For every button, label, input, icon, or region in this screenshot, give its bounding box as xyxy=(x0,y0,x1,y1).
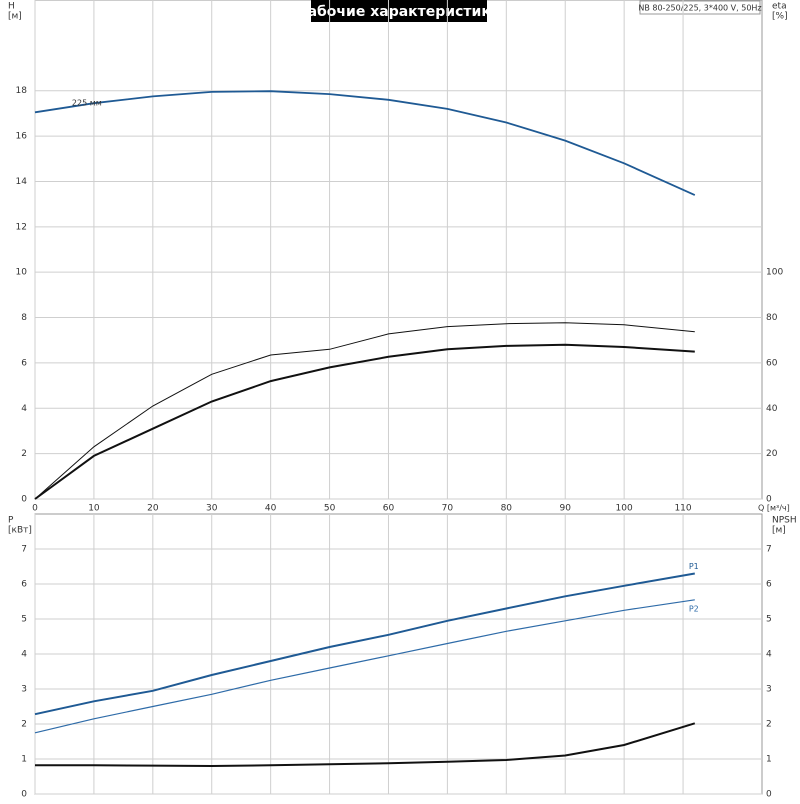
y-tick-label: 5 xyxy=(21,615,27,625)
x-tick-label: 30 xyxy=(206,504,218,514)
y2-tick-label: 0 xyxy=(766,495,772,505)
x-tick-label: 60 xyxy=(383,504,395,514)
chart-title: Рабочие характеристики xyxy=(297,4,500,20)
x-tick-label: 20 xyxy=(147,504,159,514)
y-tick-label: 0 xyxy=(21,790,27,800)
y2-axis-label: [м] xyxy=(772,526,786,536)
y-tick-label: 8 xyxy=(21,313,27,323)
y2-tick-label: 7 xyxy=(766,545,772,555)
y-tick-label: 0 xyxy=(21,495,27,505)
y-tick-label: 18 xyxy=(16,86,28,96)
y-tick-label: 4 xyxy=(21,404,27,414)
y2-tick-label: 60 xyxy=(766,358,778,368)
y-tick-label: 2 xyxy=(21,449,27,459)
y2-tick-label: 4 xyxy=(766,650,772,660)
series-line xyxy=(34,572,695,716)
y-tick-label: 12 xyxy=(16,222,27,232)
y2-tick-label: 100 xyxy=(766,268,783,278)
y2-tick-label: 40 xyxy=(766,404,778,414)
series-line xyxy=(34,322,695,500)
x-tick-label: 70 xyxy=(442,504,454,514)
y-tick-label: 10 xyxy=(16,268,28,278)
x-tick-label: 0 xyxy=(32,504,38,514)
y-tick-label: 14 xyxy=(16,177,28,187)
y-axis-label: H xyxy=(8,2,15,12)
series-line xyxy=(35,722,696,768)
y-tick-label: 7 xyxy=(21,545,27,555)
x-tick-label: 80 xyxy=(501,504,513,514)
y2-tick-label: 6 xyxy=(766,580,772,590)
y-tick-label: 2 xyxy=(21,720,27,730)
x-tick-label: 40 xyxy=(265,504,277,514)
x-tick-label: 110 xyxy=(674,504,691,514)
info-box xyxy=(639,0,761,15)
y-tick-label: 6 xyxy=(21,358,27,368)
y2-axis-label: [%] xyxy=(772,12,788,22)
series-label: 225 мм xyxy=(72,99,102,108)
x-tick-label: 100 xyxy=(616,504,633,514)
y-axis-label: [м] xyxy=(8,12,22,22)
y2-tick-label: 2 xyxy=(766,720,772,730)
chart-subtitle: NB 80-250/225, 3*400 V, 50Hz xyxy=(638,4,761,13)
x-tick-label: 50 xyxy=(324,504,336,514)
y-tick-label: 3 xyxy=(21,685,27,695)
y2-tick-label: 20 xyxy=(766,449,778,459)
y2-tick-label: 1 xyxy=(766,755,772,765)
x-axis-label: Q [м³/ч] xyxy=(758,504,790,513)
x-tick-label: 10 xyxy=(88,504,100,514)
y2-axis-label: eta xyxy=(772,2,787,12)
y-tick-label: 16 xyxy=(16,132,28,142)
y-tick-label: 4 xyxy=(21,650,27,660)
y2-tick-label: 3 xyxy=(766,685,772,695)
series-line xyxy=(34,90,696,196)
y2-tick-label: 0 xyxy=(766,790,772,800)
plot-frame xyxy=(34,0,763,500)
y2-tick-label: 5 xyxy=(766,615,772,625)
series-label: P1 xyxy=(689,562,699,571)
x-tick-label: 90 xyxy=(560,504,572,514)
y-axis-label: P xyxy=(8,516,14,526)
title-box xyxy=(311,0,487,22)
y-axis-label: [кВт] xyxy=(8,526,32,536)
y2-axis-label: NPSH xyxy=(772,516,797,526)
series-label: P2 xyxy=(689,604,699,613)
y2-tick-label: 80 xyxy=(766,313,778,323)
series-line xyxy=(34,343,695,500)
y-tick-label: 1 xyxy=(21,755,27,765)
series-line xyxy=(34,599,695,734)
y-tick-label: 6 xyxy=(21,580,27,590)
